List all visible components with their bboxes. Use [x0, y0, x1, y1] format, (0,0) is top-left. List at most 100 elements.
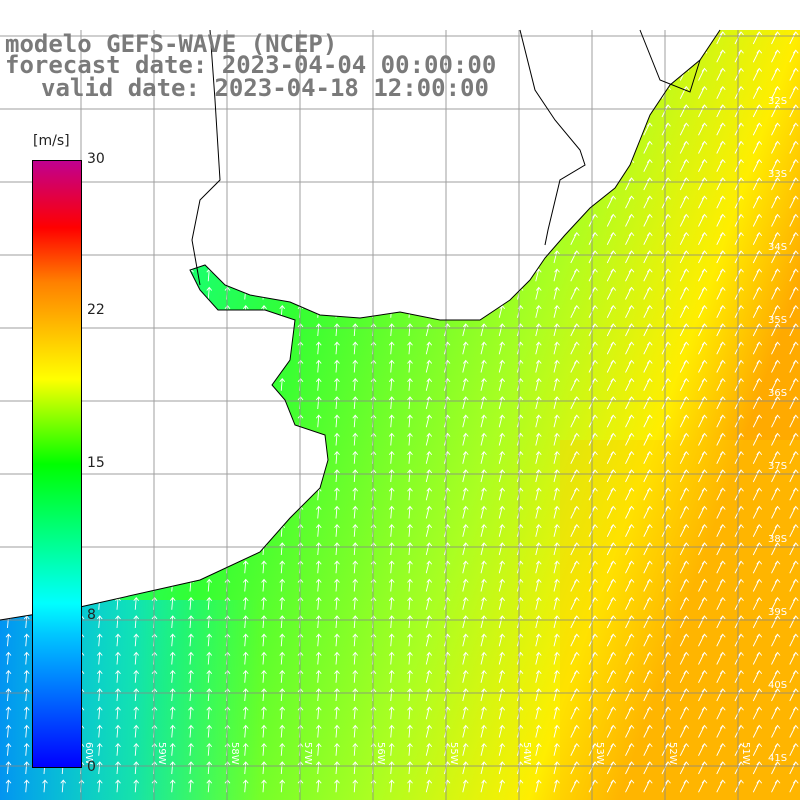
wind-arrow: [169, 743, 176, 756]
wind-arrow: [716, 323, 726, 337]
wind-arrow: [352, 761, 359, 775]
wind-arrow: [242, 761, 249, 775]
wind-arrow: [462, 213, 469, 227]
wind-arrow: [334, 688, 340, 702]
wind-arrow: [115, 743, 121, 756]
wind-arrow: [242, 670, 249, 683]
wind-arrow: [352, 31, 359, 45]
wind-arrow: [206, 542, 213, 556]
wind-arrow: [716, 451, 726, 464]
wind-arrow: [698, 706, 708, 720]
wind-arrow: [553, 323, 560, 337]
wind-arrow: [352, 250, 359, 264]
wind-arrow: [698, 505, 708, 519]
wind-arrow: [5, 706, 12, 720]
wind-arrow: [498, 359, 506, 373]
wind-arrow: [625, 305, 635, 318]
lon-label: 59W: [156, 742, 167, 765]
wind-arrow: [334, 560, 340, 574]
wind-arrow: [789, 86, 799, 99]
wind-arrow: [606, 341, 617, 355]
wind-arrow: [480, 542, 487, 556]
wind-arrow: [625, 451, 635, 464]
wind-arrow: [462, 159, 469, 172]
wind-arrow: [407, 31, 413, 45]
wind-arrow: [771, 560, 781, 574]
wind-arrow: [553, 378, 560, 391]
wind-arrow: [462, 651, 469, 665]
wind-arrow: [279, 195, 286, 209]
wind-arrow: [643, 268, 653, 282]
wind-arrow: [133, 232, 140, 245]
wind-arrow: [315, 743, 322, 756]
wind-arrow: [716, 542, 726, 556]
wind-arrow: [407, 560, 413, 574]
wind-arrow: [334, 779, 340, 793]
wind-arrow: [643, 305, 653, 318]
wind-arrow: [206, 341, 213, 355]
wind-arrow: [643, 67, 653, 81]
wind-arrow: [315, 615, 322, 629]
wind-arrow: [679, 451, 690, 464]
wind-arrow: [698, 432, 708, 446]
wind-arrow: [643, 414, 653, 428]
lat-label: 33S: [768, 169, 787, 180]
wind-arrow: [752, 140, 763, 154]
wind-arrow: [789, 451, 799, 464]
wind-arrow: [133, 378, 140, 391]
wind-arrow: [716, 86, 726, 99]
wind-arrow: [388, 378, 395, 391]
wind-arrow: [96, 651, 103, 665]
wind-arrow: [96, 560, 103, 574]
wind-arrow: [643, 761, 653, 775]
wind-arrow: [242, 688, 249, 702]
wind-arrow: [352, 670, 359, 683]
wind-arrow: [242, 268, 249, 282]
wind-arrow: [462, 724, 469, 738]
wind-arrow: [789, 140, 799, 154]
wind-arrow: [480, 432, 487, 446]
wind-arrow: [188, 779, 194, 793]
wind-arrow: [789, 524, 799, 537]
wind-arrow: [334, 505, 340, 519]
wind-arrow: [133, 250, 140, 264]
wind-arrow: [480, 104, 487, 118]
wind-arrow: [498, 31, 506, 45]
wind-arrow: [498, 542, 506, 556]
wind-arrow: [771, 122, 781, 136]
wind-arrow: [261, 524, 267, 537]
wind-arrow: [242, 378, 249, 391]
wind-arrow: [206, 432, 213, 446]
wind-arrow: [570, 724, 580, 738]
wind-arrow: [5, 743, 12, 756]
wind-arrow: [789, 688, 799, 702]
lat-label: 35S: [768, 315, 787, 326]
wind-arrow: [133, 779, 140, 793]
wind-arrow: [188, 177, 194, 191]
wind-arrow: [771, 378, 781, 391]
wind-arrow: [535, 177, 542, 191]
wind-arrow: [498, 140, 506, 154]
wind-arrow: [789, 268, 799, 282]
grid-lines: [0, 30, 800, 800]
wind-arrow: [407, 140, 413, 154]
wind-arrow: [535, 341, 542, 355]
wind-arrow: [625, 469, 635, 483]
wind-arrow: [352, 651, 359, 665]
wind-arrow: [388, 487, 395, 501]
wind-arrow: [643, 524, 653, 537]
wind-arrow: [553, 414, 560, 428]
wind-arrow: [115, 651, 121, 665]
wind-arrow: [96, 359, 103, 373]
wind-arrow: [388, 688, 395, 702]
wind-arrow: [206, 743, 213, 756]
wind-arrow: [5, 268, 12, 282]
wind-arrow: [334, 542, 340, 556]
wind-arrow: [553, 268, 560, 282]
wind-arrow: [679, 122, 690, 136]
wind-arrow: [352, 578, 359, 592]
wind-arrow: [388, 615, 395, 629]
wind-arrow: [535, 560, 542, 574]
wind-arrow: [570, 761, 580, 775]
